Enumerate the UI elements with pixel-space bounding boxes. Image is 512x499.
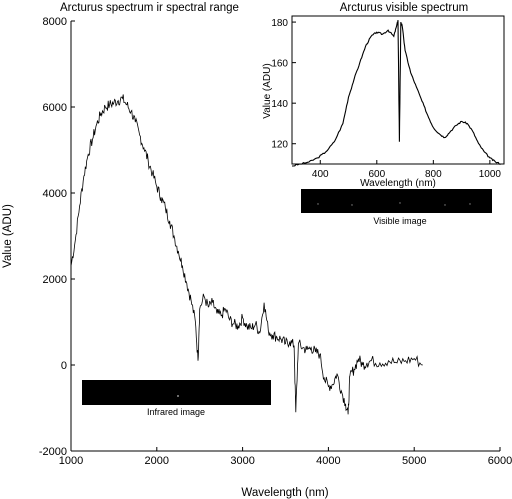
main-y-tick-label: -2000 <box>39 446 67 458</box>
inset-y-tick-label: 140 <box>271 99 288 110</box>
inset-y-ticks: 120 140 160 180 <box>271 18 296 151</box>
main-y-tick-label: 6000 <box>43 102 67 114</box>
main-y-ticks: -2000 0 2000 4000 6000 8000 <box>39 16 75 458</box>
inset-y-tick-label: 180 <box>271 18 288 29</box>
main-x-ticks: 1000 2000 3000 4000 5000 6000 <box>59 447 512 467</box>
main-chart-axes <box>70 21 500 452</box>
inset-x-tick-label: 800 <box>425 169 442 180</box>
visible-image-star <box>399 202 401 204</box>
main-x-tick-label: 4000 <box>316 455 340 467</box>
main-x-tick-label: 3000 <box>230 455 254 467</box>
infrared-image-star <box>177 395 179 397</box>
inset-x-tick-label: 600 <box>368 169 385 180</box>
main-x-tick-label: 6000 <box>488 455 512 467</box>
main-x-axis-label: Wavelength (nm) <box>241 487 328 499</box>
inset-x-tick-label: 1000 <box>479 169 502 180</box>
main-x-tick-label: 1000 <box>59 455 83 467</box>
main-y-tick-label: 2000 <box>43 274 67 286</box>
main-y-tick-label: 0 <box>61 360 67 372</box>
visible-image-star <box>317 203 319 205</box>
inset-x-ticks: 400 600 800 1000 <box>312 160 502 180</box>
main-chart-title: Arcturus spectrum ir spectral range <box>60 2 239 14</box>
main-y-tick-label: 4000 <box>43 188 67 200</box>
visible-image-star <box>444 204 446 206</box>
infrared-image-caption: Infrared image <box>147 407 205 417</box>
inset-chart-title: Arcturus visible spectrum <box>340 2 468 14</box>
inset-x-tick-label: 400 <box>312 169 329 180</box>
main-x-tick-label: 5000 <box>402 455 426 467</box>
infrared-image: Infrared image <box>82 380 271 417</box>
main-y-axis-label: Value (ADU) <box>2 204 14 268</box>
inset-y-axis-label: Value (ADU) <box>262 63 273 118</box>
main-series-line <box>70 94 423 415</box>
infrared-image-strip <box>82 380 271 405</box>
main-x-tick-label: 2000 <box>145 455 169 467</box>
visible-image-star <box>469 203 471 205</box>
visible-image: Visible image <box>301 189 492 226</box>
main-y-tick-label: 8000 <box>43 16 67 28</box>
inset-plot-frame <box>291 15 505 165</box>
inset-y-tick-label: 120 <box>271 140 288 151</box>
visible-image-star <box>351 204 353 206</box>
visible-image-strip <box>301 189 492 213</box>
inset-x-axis-label: Wavelength (nm) <box>360 178 436 189</box>
inset-y-tick-label: 160 <box>271 59 288 70</box>
inset-series-line <box>292 20 502 167</box>
inset-chart: Arcturus visible spectrum 120 140 160 180 4… <box>261 0 512 232</box>
visible-image-caption: Visible image <box>373 216 426 226</box>
